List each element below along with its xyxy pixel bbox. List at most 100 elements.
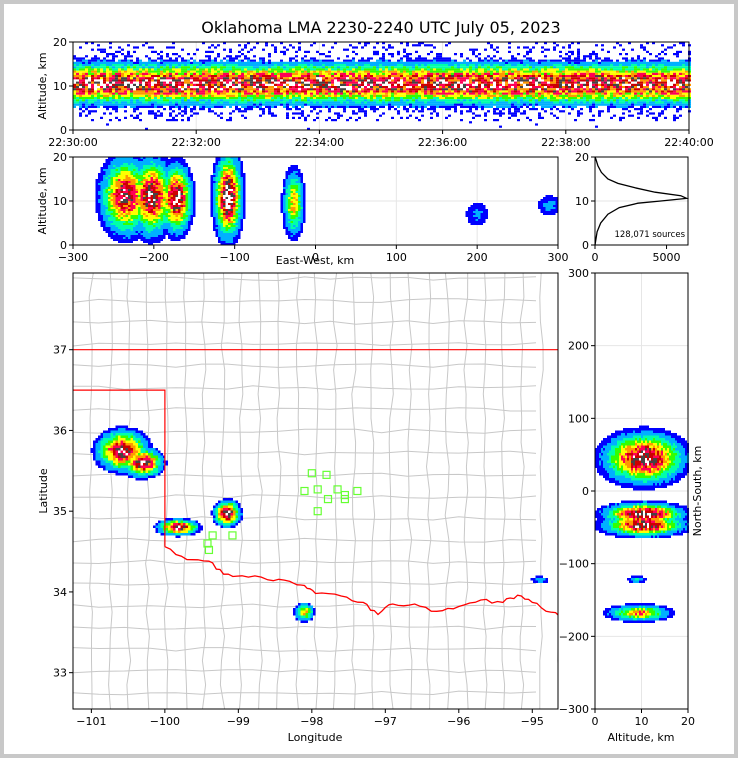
time-altitude-cell [217, 103, 220, 106]
time-altitude-cell [589, 68, 592, 71]
time-altitude-cell [283, 75, 286, 78]
time-altitude-cell [76, 99, 79, 102]
time-altitude-cell [442, 77, 445, 80]
time-altitude-cell [541, 81, 544, 84]
time-altitude-cell [544, 103, 547, 106]
time-altitude-cell [229, 99, 232, 102]
time-altitude-cell [544, 90, 547, 93]
time-altitude-cell [436, 61, 439, 64]
time-altitude-cell [220, 101, 223, 104]
time-altitude-cell [619, 88, 622, 91]
time-altitude-cell [85, 92, 88, 95]
time-altitude-cell [598, 110, 601, 113]
time-altitude-cell [592, 97, 595, 100]
time-altitude-cell [205, 70, 208, 73]
time-altitude-cell [631, 77, 634, 80]
time-altitude-cell [622, 68, 625, 71]
time-altitude-cell [97, 79, 100, 82]
time-altitude-cell [328, 103, 331, 106]
time-altitude-cell [133, 88, 136, 91]
time-altitude-cell [436, 53, 439, 56]
time-altitude-cell [526, 103, 529, 106]
time-altitude-cell [589, 92, 592, 95]
time-altitude-cell [148, 101, 151, 104]
time-altitude-cell [322, 81, 325, 84]
time-altitude-cell [601, 77, 604, 80]
time-altitude-cell [94, 68, 97, 71]
time-altitude-cell [304, 116, 307, 119]
time-altitude-cell [667, 64, 670, 67]
time-altitude-cell [613, 77, 616, 80]
time-altitude-cell [427, 75, 430, 78]
time-altitude-cell [205, 86, 208, 89]
time-altitude-cell [313, 64, 316, 67]
time-altitude-cell [478, 86, 481, 89]
time-altitude-cell [172, 42, 175, 45]
time-altitude-cell [595, 101, 598, 104]
time-altitude-cell [376, 66, 379, 69]
time-altitude-cell [568, 79, 571, 82]
time-altitude-cell [481, 90, 484, 93]
time-altitude-cell [397, 112, 400, 115]
time-altitude-cell [79, 103, 82, 106]
time-altitude-cell [499, 57, 502, 60]
time-altitude-cell [142, 90, 145, 93]
time-altitude-cell [508, 66, 511, 69]
time-altitude-cell [628, 110, 631, 113]
time-altitude-cell [526, 57, 529, 60]
time-altitude-cell [508, 72, 511, 75]
time-altitude-cell [634, 92, 637, 95]
time-altitude-cell [469, 90, 472, 93]
time-altitude-cell [82, 105, 85, 108]
time-altitude-cell [658, 61, 661, 64]
time-altitude-cell [151, 72, 154, 75]
time-altitude-cell [493, 83, 496, 86]
time-altitude-cell [583, 77, 586, 80]
time-altitude-cell [607, 59, 610, 62]
time-altitude-cell [307, 114, 310, 117]
time-altitude-cell [142, 72, 145, 75]
time-altitude-cell [646, 61, 649, 64]
time-altitude-cell [424, 92, 427, 95]
time-altitude-cell [343, 64, 346, 67]
time-altitude-cell [628, 59, 631, 62]
time-altitude-cell [475, 88, 478, 91]
time-altitude-cell [673, 44, 676, 47]
time-altitude-cell [460, 88, 463, 91]
time-altitude-cell [85, 114, 88, 117]
time-altitude-cell [346, 48, 349, 51]
time-altitude-cell [427, 86, 430, 89]
time-altitude-cell [637, 79, 640, 82]
time-altitude-cell [505, 83, 508, 86]
time-altitude-cell [115, 79, 118, 82]
time-altitude-cell [418, 66, 421, 69]
time-altitude-cell [415, 99, 418, 102]
time-altitude-cell [439, 97, 442, 100]
time-altitude-cell [151, 83, 154, 86]
time-altitude-cell [448, 88, 451, 91]
time-altitude-cell [118, 77, 121, 80]
time-altitude-cell [109, 66, 112, 69]
time-altitude-cell [469, 66, 472, 69]
time-altitude-cell [196, 79, 199, 82]
time-altitude-cell [208, 83, 211, 86]
time-altitude-cell [340, 92, 343, 95]
time-altitude-cell [241, 88, 244, 91]
time-altitude-cell [448, 61, 451, 64]
time-altitude-cell [376, 53, 379, 56]
time-altitude-cell [199, 81, 202, 84]
time-altitude-cell [499, 83, 502, 86]
time-altitude-cell [628, 79, 631, 82]
time-altitude-cell [352, 94, 355, 97]
time-altitude-cell [115, 90, 118, 93]
time-altitude-cell [493, 103, 496, 106]
time-altitude-cell [529, 81, 532, 84]
time-altitude-cell [460, 86, 463, 89]
time-altitude-cell [73, 101, 76, 104]
time-altitude-cell [325, 105, 328, 108]
time-altitude-cell [493, 59, 496, 62]
time-altitude-cell [403, 108, 406, 111]
time-altitude-cell [160, 61, 163, 64]
time-altitude-cell [292, 75, 295, 78]
time-altitude-cell [160, 83, 163, 86]
